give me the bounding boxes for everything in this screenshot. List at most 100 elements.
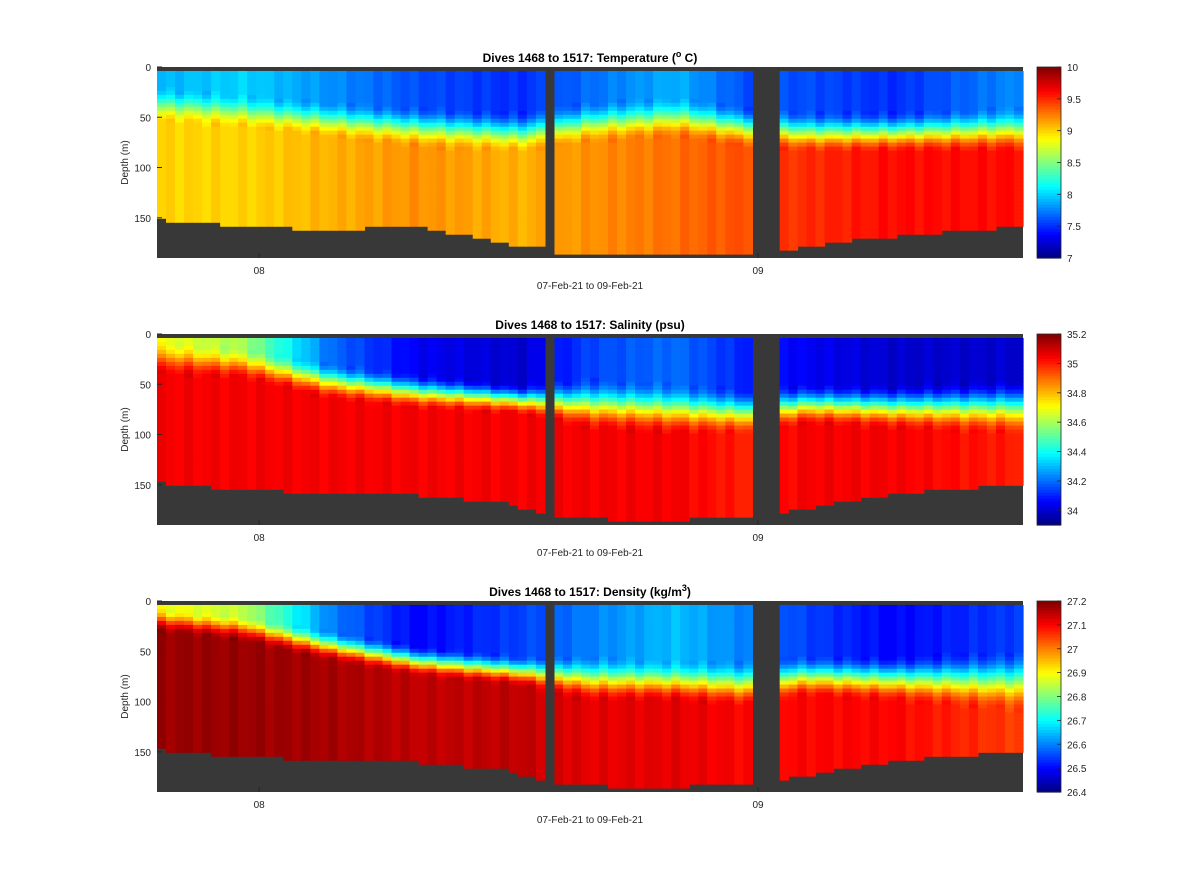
heatmap-cell — [869, 186, 880, 191]
heatmap-cell — [517, 90, 528, 96]
heatmap-cell — [959, 86, 970, 92]
heatmap-cell — [716, 102, 726, 108]
heatmap-cell — [743, 206, 753, 211]
heatmap-cell — [878, 126, 889, 132]
heatmap-cell — [833, 178, 844, 183]
heatmap-cell — [364, 469, 375, 474]
heatmap-cell — [734, 210, 744, 215]
heatmap-cell — [400, 90, 411, 96]
heatmap-cell — [247, 114, 257, 120]
heatmap-cell — [364, 150, 375, 156]
heatmap-cell — [590, 158, 600, 164]
heatmap-cell — [662, 202, 672, 207]
heatmap-cell — [1013, 150, 1024, 156]
colorbar-segment — [1037, 237, 1061, 241]
heatmap-cell — [535, 86, 546, 92]
heatmap-cell — [571, 98, 582, 104]
heatmap-cell — [391, 122, 402, 128]
heatmap-cell — [166, 433, 176, 439]
heatmap-cell — [211, 90, 221, 96]
heatmap-cell — [608, 218, 618, 223]
heatmap-cell — [229, 481, 239, 486]
heatmap-cell — [779, 246, 790, 251]
heatmap-cell — [283, 114, 293, 120]
heatmap-cell — [373, 361, 384, 367]
heatmap-cell — [328, 226, 339, 231]
heatmap-cell — [590, 174, 600, 180]
colorbar-segment — [1037, 255, 1061, 259]
heatmap-cell — [608, 246, 618, 251]
heatmap-cell — [499, 158, 510, 164]
heatmap-cell — [445, 198, 456, 203]
heatmap-cell — [644, 182, 654, 187]
heatmap-cell — [418, 114, 429, 120]
heatmap-cell — [779, 134, 790, 140]
heatmap-cell — [355, 341, 366, 347]
heatmap-cell — [959, 122, 970, 128]
heatmap-cell — [238, 214, 248, 219]
heatmap-cell — [310, 349, 320, 355]
heatmap-cell — [571, 182, 582, 187]
heatmap-cell — [364, 349, 375, 355]
heatmap-cell — [499, 142, 510, 148]
heatmap-cell — [472, 170, 483, 176]
heatmap-cell — [490, 94, 501, 100]
heatmap-cell — [247, 385, 257, 391]
heatmap-cell — [337, 453, 348, 458]
heatmap-cell — [571, 194, 582, 199]
heatmap-cell — [680, 154, 690, 160]
heatmap-cell — [373, 353, 384, 359]
heatmap-cell — [427, 194, 438, 199]
heatmap-cell — [635, 70, 645, 76]
heatmap-cell — [157, 198, 167, 203]
heatmap-cell — [166, 170, 176, 176]
heatmap-cell — [526, 74, 537, 80]
heatmap-cell — [950, 94, 961, 100]
heatmap-cell — [788, 218, 799, 223]
heatmap-cell — [175, 114, 185, 120]
heatmap-cell — [445, 182, 456, 187]
heatmap-cell — [265, 210, 275, 215]
heatmap-cell — [599, 206, 609, 211]
heatmap-cell — [202, 417, 212, 423]
heatmap-cell — [725, 70, 735, 76]
heatmap-cell — [391, 194, 402, 199]
heatmap-cell — [175, 202, 185, 207]
heatmap-cell — [310, 461, 320, 466]
heatmap-cell — [418, 70, 429, 76]
heatmap-cell — [391, 186, 402, 191]
heatmap-cell — [283, 345, 293, 351]
heatmap-cell — [680, 210, 690, 215]
heatmap-cell — [328, 154, 339, 160]
heatmap-cell — [707, 70, 717, 76]
heatmap-cell — [274, 353, 284, 359]
heatmap-cell — [472, 106, 483, 112]
heatmap-cell — [481, 198, 492, 203]
heatmap-cell — [608, 194, 618, 199]
heatmap-cell — [274, 86, 284, 92]
heatmap-cell — [905, 202, 916, 207]
heatmap-cell — [256, 369, 266, 375]
heatmap-cell — [779, 194, 790, 199]
heatmap-cell — [364, 485, 375, 490]
heatmap-cell — [860, 70, 871, 76]
heatmap-cell — [535, 130, 546, 136]
heatmap-cell — [644, 218, 654, 223]
heatmap-cell — [923, 126, 934, 132]
heatmap-cell — [364, 425, 375, 431]
heatmap-cell — [400, 98, 411, 104]
heatmap-cell — [896, 162, 907, 168]
heatmap-cell — [319, 417, 329, 423]
heatmap-cell — [391, 469, 402, 474]
heatmap-cell — [184, 178, 194, 183]
heatmap-cell — [833, 130, 844, 136]
heatmap-cell — [851, 126, 862, 132]
heatmap-cell — [229, 162, 239, 168]
heatmap-cell — [914, 102, 925, 108]
heatmap-cell — [373, 134, 384, 140]
heatmap-cell — [202, 94, 212, 100]
heatmap-cell — [508, 130, 519, 136]
heatmap-cell — [887, 186, 898, 191]
heatmap-cell — [562, 222, 573, 227]
colorbar-segment — [1037, 222, 1061, 226]
